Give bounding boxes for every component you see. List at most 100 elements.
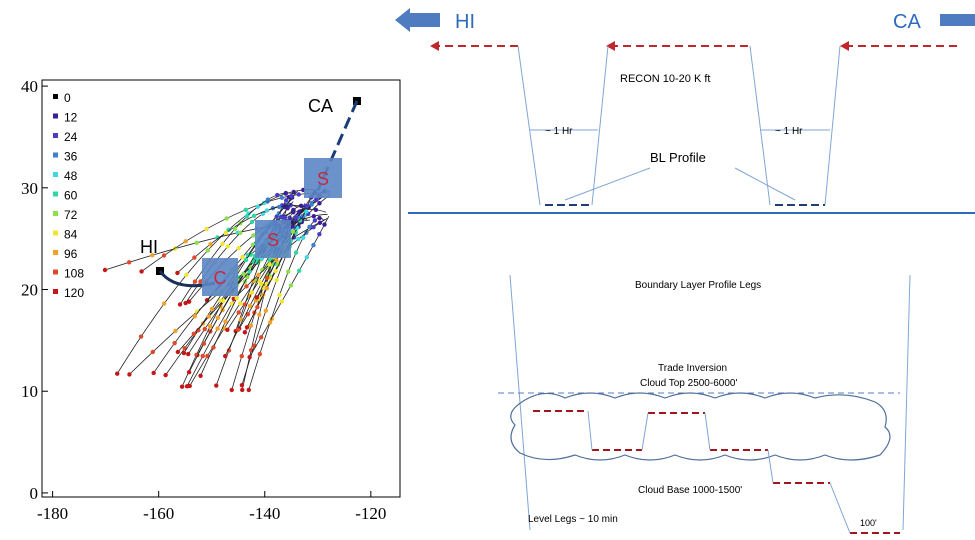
trajectory-dot (259, 267, 265, 273)
trajectory-dot (215, 315, 221, 321)
trajectory-dot (236, 310, 241, 315)
arrow-hi (395, 8, 440, 32)
trajectory-dot (220, 241, 225, 247)
trajectory-dot (297, 218, 303, 223)
bl-label: BL Profile (650, 150, 706, 165)
pointer (734, 167, 796, 201)
step (829, 482, 851, 534)
trajectory-dot (183, 300, 188, 306)
trajectory-dot (244, 284, 249, 289)
trajectory-dot (186, 351, 191, 357)
trajectory-dot (293, 215, 299, 220)
step (641, 412, 649, 451)
level-legs-label: Level Legs ~ 10 min (528, 514, 618, 525)
trajectory-dot (264, 275, 270, 281)
trajectory-dot (311, 213, 316, 219)
legend-label: 24 (64, 130, 78, 144)
trajectory-dot (288, 283, 294, 288)
arrow-ca (940, 14, 975, 26)
trajectory-dot (312, 218, 318, 223)
trajectory-dot (175, 270, 180, 276)
flight-bottom (498, 274, 911, 534)
trajectory-dot (250, 278, 256, 283)
trajectory-dot (282, 215, 288, 220)
trajectory-dot (254, 295, 260, 300)
hour-label: ~ 1 Hr (545, 126, 573, 137)
trajectory-dot (161, 301, 167, 306)
legend-label: 48 (64, 169, 78, 183)
trajectory-dot (275, 192, 280, 198)
trajectory-dot (205, 353, 210, 359)
trajectory-dot (304, 255, 309, 260)
trajectory-dot (235, 327, 241, 333)
trajectory-dot (179, 384, 185, 389)
trajectory-dot (225, 244, 231, 249)
step (704, 412, 711, 451)
descent (517, 45, 541, 206)
box-label: S (267, 230, 279, 250)
trajectory-dot (226, 227, 231, 233)
legend-label: 84 (64, 228, 78, 242)
trajectory-dot (192, 255, 197, 260)
trajectory-dot (247, 303, 253, 308)
trajectory-dot (150, 349, 156, 355)
trajectory-dot (277, 292, 282, 298)
trajectory-dot (215, 326, 220, 331)
trajectory-dot (209, 306, 215, 312)
trajectory-dot (251, 213, 257, 219)
trajectory-dot (214, 383, 219, 388)
legend-swatch (53, 94, 58, 99)
trajectory-dot (223, 353, 228, 359)
trajectory-dot (274, 258, 279, 263)
trajectory-dot (283, 198, 289, 203)
trajectory-dot (245, 274, 250, 280)
trajectory-dot (263, 308, 269, 313)
step (767, 449, 774, 484)
trajectory-dot (204, 226, 209, 232)
trajectory-dot (223, 230, 229, 235)
trajectory-dot (245, 312, 251, 317)
trajectory-dot (229, 387, 234, 393)
trajectory-dot (204, 298, 210, 303)
trajectory-dot (264, 208, 270, 213)
trajectory-dot (238, 230, 243, 236)
trajectory-dot (288, 193, 294, 199)
inversion-label: Trade Inversion (658, 363, 727, 374)
box (304, 158, 342, 198)
trajectory-dot (278, 214, 284, 220)
trajectory-dot (236, 245, 241, 251)
trajectory-dot (290, 229, 296, 234)
trajectory-dot (173, 328, 178, 334)
x-tick-label: -120 (355, 504, 386, 523)
legend-swatch (53, 152, 58, 158)
trajectory-dot (255, 304, 260, 310)
arrowhead (606, 41, 615, 51)
descent (509, 274, 531, 531)
y-tick-label: 20 (21, 281, 38, 300)
trajectory-dot (127, 372, 132, 377)
trajectory-dot (249, 219, 255, 225)
ascent (591, 45, 609, 206)
legend-swatch (53, 250, 58, 255)
legend-swatch (53, 289, 58, 294)
trajectory-dot (279, 299, 284, 304)
trajectory-dot (186, 369, 192, 375)
trajectory-dot (273, 268, 278, 274)
legend-label: 108 (64, 267, 84, 281)
trajectory-dot (293, 250, 299, 255)
trajectory-dot (258, 335, 264, 340)
trajectory-dot (244, 325, 250, 330)
plot-frame (41, 79, 401, 498)
trajectory-dot (225, 327, 230, 332)
trajectory-dot (267, 320, 273, 325)
trajectory-dot (264, 286, 270, 291)
trajectory-dot (194, 309, 200, 314)
trajectory-dot (313, 197, 319, 202)
trajectory-dot (184, 272, 189, 278)
trajectory-dot (239, 353, 244, 359)
trajectory-dot (285, 205, 290, 211)
trajectory-dot (291, 189, 296, 195)
trajectory-dot (244, 214, 249, 219)
trajectory-dot (258, 281, 264, 287)
direction-label: CA (893, 11, 921, 33)
